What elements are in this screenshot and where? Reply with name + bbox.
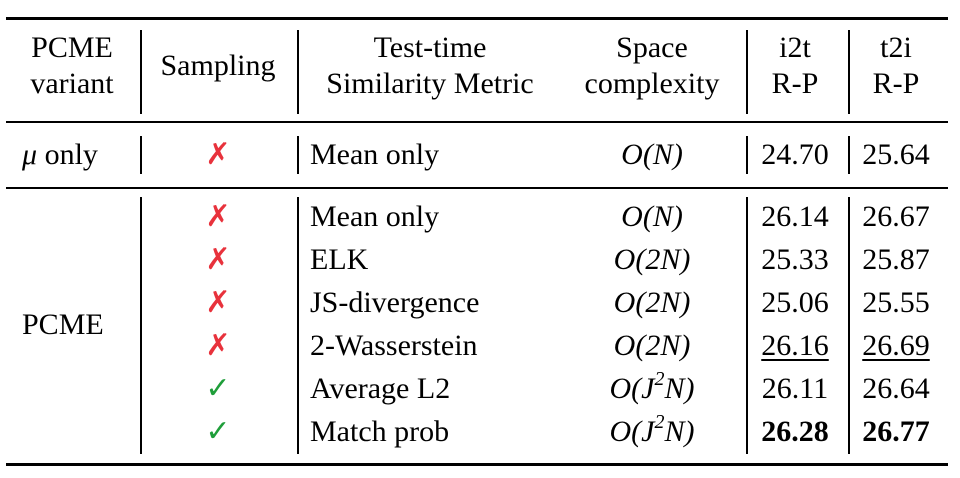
cross-mark-icon: ✗: [205, 328, 231, 363]
variant-pcme: PCME: [22, 307, 104, 341]
space-complexity: O(2N): [613, 243, 691, 276]
header-metric: Test-time Similarity Metric: [326, 31, 534, 100]
t2i-rp-value: 26.64: [862, 372, 930, 405]
similarity-metric: Mean only: [310, 200, 440, 233]
similarity-metric: 2-Wasserstein: [310, 329, 478, 362]
header-space: Space complexity: [584, 31, 720, 100]
i2t-rp-value: 26.28: [761, 415, 829, 448]
t2i-rp-value: 25.55: [862, 286, 930, 319]
t2i-rp-value: 25.87: [862, 243, 930, 276]
column-divider: [848, 197, 850, 454]
t2i-rp-value: 26.67: [862, 200, 930, 233]
space-complexity: O(J2N): [609, 411, 695, 448]
space-complexity: O(2N): [613, 329, 691, 362]
column-divider: [297, 136, 299, 174]
column-divider: [140, 30, 142, 114]
i2t-rp-value: 25.06: [761, 286, 829, 319]
check-mark-icon: ✓: [205, 414, 231, 449]
i2t-rp-value: 26.14: [761, 200, 829, 233]
t2i-rp-value: 26.77: [862, 415, 930, 448]
space-complexity: O(N): [621, 200, 683, 233]
column-divider: [746, 30, 748, 114]
cross-mark-icon: ✗: [205, 199, 231, 234]
column-divider: [848, 136, 850, 174]
column-divider: [297, 197, 299, 454]
variant-mu-only: μ only: [22, 138, 98, 171]
space-complexity: O(N): [621, 138, 683, 171]
column-divider: [297, 30, 299, 114]
space-complexity: O(2N): [613, 286, 691, 319]
column-divider: [746, 136, 748, 174]
similarity-metric: Average L2: [310, 372, 451, 405]
cross-mark-icon: ✗: [205, 137, 231, 172]
header-i2t: i2t R-P: [771, 31, 819, 100]
bottom-rule: [6, 463, 948, 466]
column-divider: [140, 197, 142, 454]
similarity-metric: JS-divergence: [310, 286, 480, 319]
column-divider: [746, 197, 748, 454]
i2t-rp-value: 26.16: [761, 329, 829, 362]
check-mark-icon: ✓: [205, 371, 231, 406]
i2t-rp-value: 24.70: [761, 138, 829, 171]
exponent: 2: [654, 411, 665, 433]
header-t2i: t2i R-P: [872, 31, 920, 100]
cross-mark-icon: ✗: [205, 242, 231, 277]
similarity-metric: Mean only: [310, 138, 440, 171]
header-rule: [6, 121, 948, 123]
i2t-rp-value: 26.11: [761, 372, 829, 405]
similarity-metric: ELK: [310, 243, 369, 276]
top-rule: [6, 17, 948, 20]
column-divider: [140, 136, 142, 174]
exponent: 2: [654, 368, 665, 390]
t2i-rp-value: 26.69: [862, 329, 930, 362]
i2t-rp-value: 25.33: [761, 243, 829, 276]
column-divider: [848, 30, 850, 114]
similarity-metric: Match prob: [310, 415, 450, 448]
cross-mark-icon: ✗: [205, 285, 231, 320]
group-rule: [6, 187, 948, 189]
mu-symbol: μ: [22, 138, 38, 171]
space-complexity: O(J2N): [609, 368, 695, 405]
header-sampling: Sampling: [160, 49, 276, 82]
t2i-rp-value: 25.64: [862, 138, 930, 171]
header-variant: PCME variant: [30, 31, 114, 100]
